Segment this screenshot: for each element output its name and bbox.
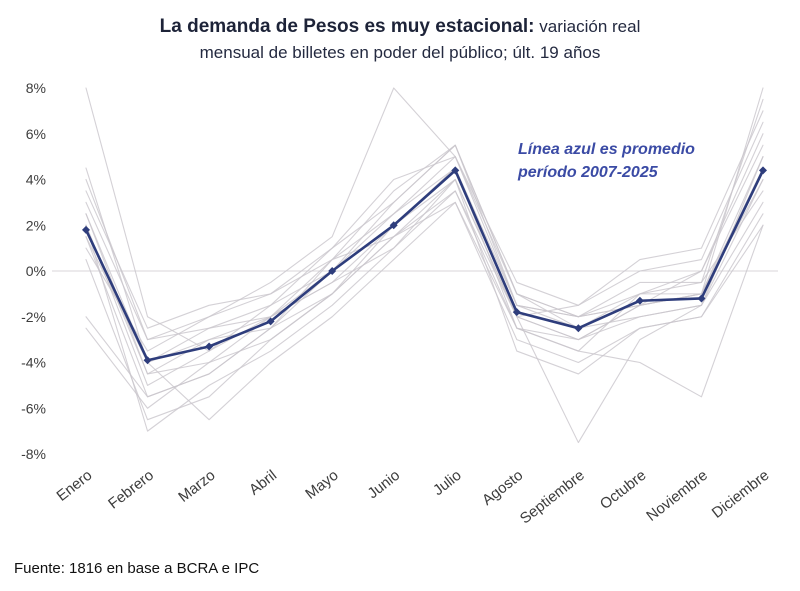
data-point-marker — [266, 317, 275, 326]
data-point-marker — [328, 267, 337, 275]
data-point-marker — [759, 166, 767, 175]
average-line-annotation: Línea azul es promedio período 2007-2025 — [518, 138, 695, 184]
x-tick-label: Mayo — [302, 467, 341, 503]
data-point-marker — [697, 294, 706, 303]
y-tick-label: 6% — [26, 126, 46, 142]
x-tick-label: Enero — [53, 467, 95, 505]
y-tick-label: -8% — [21, 446, 46, 462]
data-point-marker — [205, 342, 214, 351]
y-tick-label: 8% — [26, 80, 46, 96]
year-line — [85, 190, 764, 341]
source-note: Fuente: 1816 en base a BCRA e IPC — [14, 560, 260, 577]
data-point-marker — [143, 356, 152, 365]
year-line — [85, 156, 764, 375]
year-line — [85, 121, 764, 386]
annotation-line1: Línea azul es promedio — [518, 141, 695, 158]
data-point-marker — [451, 166, 460, 175]
seasonality-line-chart: 8% 6% 4% 2% 0% -2% -4% -6% -8% Enero Febrero Marzo A… — [21, 80, 778, 528]
x-tick-label: Diciembre — [709, 467, 773, 522]
x-tick-label: Agosto — [479, 467, 526, 509]
annotation-line2: período 2007-2025 — [518, 164, 658, 182]
data-point-marker — [574, 324, 583, 333]
chart-title-block: La demanda de Pesos es muy estacional: v… — [0, 14, 800, 64]
y-tick-label: 2% — [26, 217, 46, 233]
chart-subtitle: mensual de billetes en poder del público… — [199, 42, 601, 62]
y-tick-label: -2% — [21, 309, 46, 325]
x-tick-label: Abril — [246, 467, 280, 499]
chart-title-bold: La demanda de Pesos es muy estacional: — [159, 16, 535, 37]
y-tick-label: 4% — [26, 172, 46, 188]
year-line — [85, 178, 764, 421]
x-tick-label: Julio — [430, 467, 465, 499]
x-tick-label: Febrero — [105, 467, 157, 513]
data-point-marker — [512, 308, 521, 317]
x-tick-label: Octubre — [597, 467, 650, 513]
y-tick-label: -6% — [21, 400, 46, 416]
chart-title: La demanda de Pesos es muy estacional: v… — [0, 14, 800, 41]
x-tick-label: Septiembre — [517, 467, 588, 528]
x-tick-label: Marzo — [175, 467, 218, 506]
data-point-marker — [635, 296, 644, 305]
average-line — [84, 169, 765, 362]
chart-title-regular: variación real — [534, 17, 641, 36]
data-point-marker — [82, 225, 90, 234]
data-point-marker — [389, 221, 398, 230]
y-tick-label: 0% — [26, 263, 46, 279]
x-tick-label: Junio — [364, 467, 403, 502]
year-line — [85, 87, 764, 409]
x-tick-label: Noviembre — [643, 467, 711, 525]
year-line — [85, 98, 764, 364]
y-tick-label: -4% — [21, 355, 46, 371]
year-line — [85, 190, 764, 398]
